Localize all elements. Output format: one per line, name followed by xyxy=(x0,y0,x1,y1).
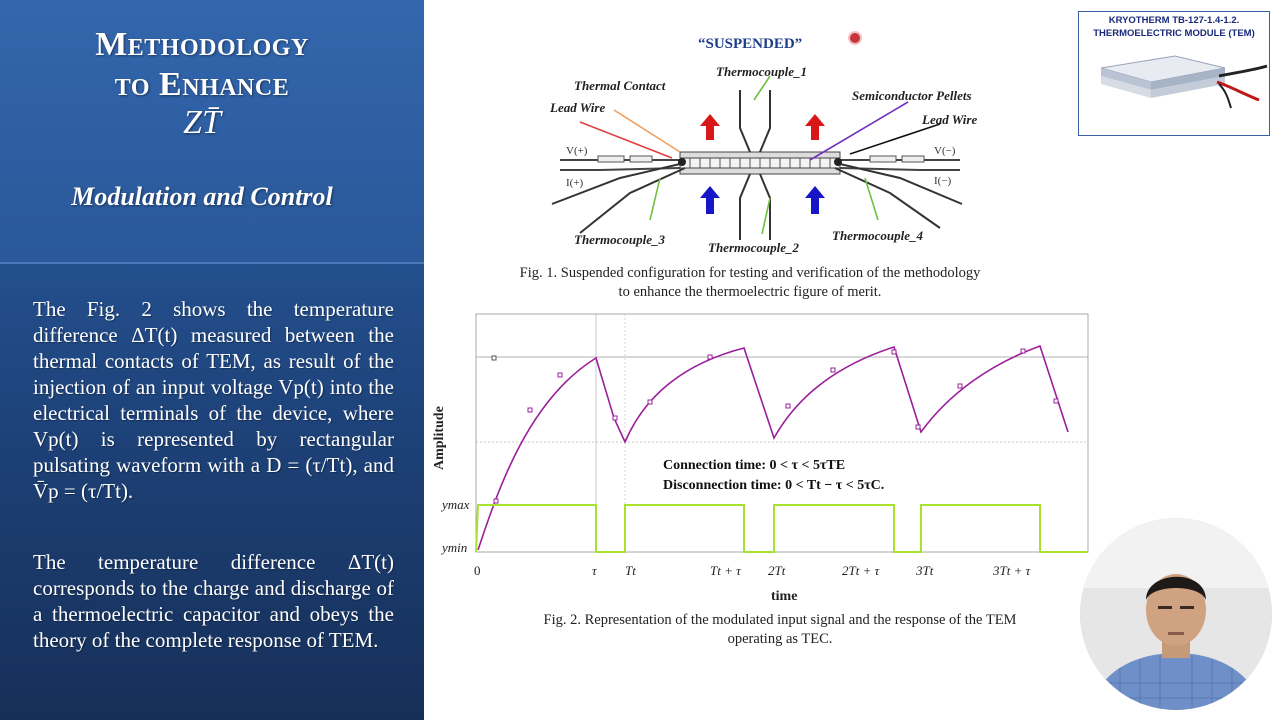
title-box: Methodology to Enhance ZT̄ Modulation an… xyxy=(0,0,424,264)
figure-1-caption: Fig. 1. Suspended configuration for test… xyxy=(470,264,1030,302)
presenter-video xyxy=(1080,518,1272,710)
label-v-minus: V(−) xyxy=(934,145,956,157)
plot-frame xyxy=(475,313,1089,553)
slide-subtitle: Modulation and Control xyxy=(71,182,333,211)
x-tick-3tt-plus-tau: 3Tt + τ xyxy=(992,563,1032,578)
label-thermocouple-2: Thermocouple_2 xyxy=(708,240,799,255)
figure-2-caption: Fig. 2. Representation of the modulated … xyxy=(490,611,1070,649)
slide-title-line-1: Methodology xyxy=(95,26,309,63)
ymin-label: ymin xyxy=(440,540,467,555)
x-tick-tt-plus-tau: Tt + τ xyxy=(710,563,742,578)
label-v-plus: V(+) xyxy=(566,145,588,157)
figure-2-caption-line-1: Fig. 2. Representation of the modulated … xyxy=(543,612,1017,628)
figure-2-caption-line-2: operating as TEC. xyxy=(727,631,833,647)
label-thermocouple-4: Thermocouple_4 xyxy=(832,228,923,243)
title-panel: Methodology to Enhance ZT̄ Modulation an… xyxy=(0,0,424,720)
y-axis-label: Amplitude xyxy=(432,406,447,470)
module-image-box: KRYOTHERM TB-127-1.4-1.2. THERMOELECTRIC… xyxy=(1078,11,1270,136)
module-title: KRYOTHERM TB-127-1.4-1.2. THERMOELECTRIC… xyxy=(1079,14,1269,40)
annotation-connection-time: Connection time: 0 < τ < 5τTE xyxy=(663,458,845,473)
x-axis-label: time xyxy=(771,589,797,604)
x-tick-tau: τ xyxy=(592,563,598,578)
tem-plate-bottom xyxy=(679,167,841,175)
response-curve xyxy=(477,344,1069,551)
label-thermocouple-3: Thermocouple_3 xyxy=(574,232,665,247)
cold-arrows-up xyxy=(700,186,825,214)
thermocouple-wires xyxy=(551,90,963,240)
body-paragraph-1: The Fig. 2 shows the temperature differe… xyxy=(33,297,394,503)
label-semiconductor-pellets: Semiconductor Pellets xyxy=(852,88,972,103)
x-tick-2tt-plus-tau: 2Tt + τ xyxy=(842,563,881,578)
figure-1-title: “SUSPENDED” xyxy=(698,36,802,52)
label-lead-wire-left: Lead Wire xyxy=(549,100,605,115)
slide-title-line-3: ZT̄ xyxy=(183,104,221,141)
figure-1-caption-line-1: Fig. 1. Suspended configuration for test… xyxy=(519,265,981,281)
figure-1-caption-line-2: to enhance the thermoelectric figure of … xyxy=(618,284,882,300)
x-tick-2tt: 2Tt xyxy=(768,563,786,578)
label-thermal-contact: Thermal Contact xyxy=(574,78,666,93)
x-tick-0: 0 xyxy=(474,563,481,578)
module-title-line-2: THERMOELECTRIC MODULE (TEM) xyxy=(1093,28,1255,39)
slide-title-line-2: to Enhance xyxy=(114,66,290,103)
label-i-minus: I(−) xyxy=(934,175,952,187)
heat-arrows-up xyxy=(700,114,825,140)
label-thermocouple-1: Thermocouple_1 xyxy=(716,64,807,79)
tem-module-image xyxy=(1100,55,1268,109)
label-i-plus: I(+) xyxy=(566,177,584,189)
annotation-disconnection-time: Disconnection time: 0 < Tt − τ < 5τC. xyxy=(663,478,884,493)
figure-2-chart: Amplitude ymax ymin 0 τ Tt Tt + τ 2Tt 2T… xyxy=(432,313,1089,604)
ymax-label: ymax xyxy=(440,497,470,512)
label-lead-wire-right: Lead Wire xyxy=(921,112,977,127)
module-title-line-1: KRYOTHERM TB-127-1.4-1.2. xyxy=(1108,15,1240,26)
presenter-avatar xyxy=(1080,518,1272,710)
figure-1-diagram: “SUSPENDED” xyxy=(549,36,977,255)
body-paragraph-2: The temperature difference ΔT(t) corresp… xyxy=(33,550,394,652)
x-tick-3tt: 3Tt xyxy=(915,563,934,578)
pulse-waveform xyxy=(475,504,1088,553)
record-indicator-icon xyxy=(850,33,860,43)
x-tick-tt: Tt xyxy=(625,563,636,578)
